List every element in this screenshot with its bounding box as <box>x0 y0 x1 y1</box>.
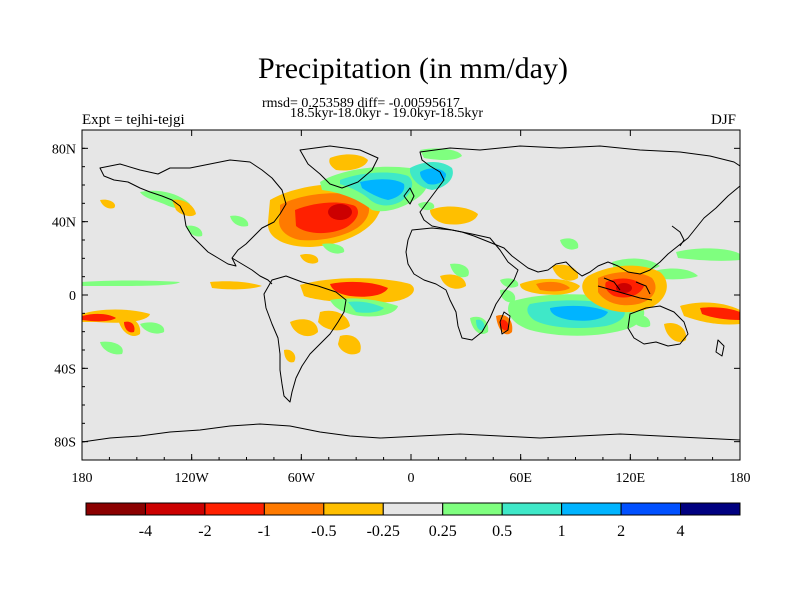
tropical-north-atlantic-wetting <box>322 243 345 254</box>
europe-drying <box>430 206 478 225</box>
se-pacific-wetting <box>100 341 123 355</box>
indian-ocean-north-drying-core <box>536 281 570 292</box>
y-tick-label: 40N <box>52 216 76 231</box>
y-tick-label: 80S <box>54 436 76 451</box>
x-tick-label: 120E <box>616 471 646 486</box>
coast-greenland <box>299 145 379 189</box>
ne-pacific-drying <box>172 199 196 217</box>
coast-australia <box>627 305 689 347</box>
colorbar-label: -0.5 <box>311 523 336 540</box>
north-atlantic-drying-peak <box>328 204 352 220</box>
x-tick-label: 0 <box>408 471 415 486</box>
coast-madagascar <box>499 311 511 335</box>
coast-central-america <box>231 257 273 285</box>
australia-wetting <box>630 314 651 328</box>
pacific-itcz-wetting <box>82 280 180 286</box>
east-pacific-drying <box>290 319 318 337</box>
experiment-label: Expt = tejhi-tejgi <box>82 112 185 128</box>
x-tick-label: 180 <box>730 471 751 486</box>
equatorial-atlantic-wetting-core <box>348 301 384 313</box>
colorbar-box <box>85 502 146 516</box>
coast-indonesia <box>597 277 653 301</box>
central-pacific-drying-core <box>82 313 116 322</box>
arctic-wetting <box>420 148 462 160</box>
madagascar-drying-core <box>500 319 509 331</box>
andes-drying <box>284 349 296 363</box>
colorbar-label: 0.5 <box>492 523 512 540</box>
colorbar-box <box>680 502 741 516</box>
colorbar-box <box>263 502 325 516</box>
latitude-axis: 80N 40N 0 40S 80S <box>52 129 740 461</box>
coast-new-zealand <box>715 339 725 357</box>
coast-antarctica <box>82 423 740 443</box>
australia-drying <box>664 322 687 343</box>
colorbar-box <box>204 502 265 516</box>
coast-africa <box>405 227 519 341</box>
colorbar-box <box>561 502 622 516</box>
coast-eurasia <box>419 145 740 277</box>
plot-subtitle-periods: 18.5kyr-18.0kyr - 19.0kyr-18.5kyr <box>290 106 484 121</box>
coast-uk <box>403 187 415 205</box>
central-asia-wetting <box>560 238 579 250</box>
europe-wetting <box>418 201 435 211</box>
south-pacific-drying-core <box>124 321 135 333</box>
colorbar: -4 -2 -1 -0.5 -0.25 0.25 0.5 1 2 4 <box>85 502 741 540</box>
north-pacific-drying <box>100 199 116 209</box>
colorbar-box <box>382 502 444 516</box>
colorbar-label: 2 <box>617 523 625 540</box>
colorbar-label: -2 <box>198 523 211 540</box>
anomaly-shading <box>82 148 740 363</box>
colorbar-box <box>442 502 503 516</box>
x-tick-label: 120W <box>175 471 210 486</box>
x-tick-label: 60W <box>288 471 316 486</box>
brazil-drying <box>338 334 361 355</box>
south-africa-wetting-core <box>476 319 485 331</box>
colorbar-box <box>144 502 206 516</box>
colorbar-label: 1 <box>558 523 566 540</box>
plot-subtitle-rmsd: rmsd= 0.253589 diff= -0.00595617 <box>262 96 460 111</box>
x-tick-label: 180 <box>72 471 93 486</box>
california-wetting <box>186 225 203 237</box>
iceland-drying <box>329 154 368 171</box>
colorbar-box <box>323 502 384 516</box>
equatorial-atlantic-drying-core <box>330 281 388 297</box>
plot-title: Precipitation (in mm/day) <box>258 52 568 85</box>
us-wetting <box>230 215 249 227</box>
longitude-axis: 180 120W 60W 0 60E 120E 180 <box>72 130 751 486</box>
tropical-north-atlantic-drying <box>300 253 319 264</box>
colorbar-label: 0.25 <box>429 523 457 540</box>
subtropical-pacific-wetting <box>676 248 740 261</box>
sw-pacific-drying-core <box>700 307 740 320</box>
indian-ocean-wetting-core <box>550 305 608 321</box>
maritime-continent-drying-peak <box>616 283 632 293</box>
coast-south-america <box>263 275 347 403</box>
pacific-itcz-drying <box>210 281 262 290</box>
south-pacific-wetting <box>140 322 165 334</box>
season-label: DJF <box>711 112 737 128</box>
y-tick-label: 40S <box>54 362 76 377</box>
west-africa-wetting <box>450 263 469 278</box>
y-tick-label: 80N <box>52 142 76 157</box>
colorbar-label: -1 <box>258 523 271 540</box>
x-tick-label: 60E <box>509 471 532 486</box>
subpolar-atlantic-wetting-core <box>360 179 405 200</box>
colorbar-box <box>501 502 563 516</box>
central-africa-drying <box>440 274 466 289</box>
colorbar-label: -4 <box>139 523 152 540</box>
colorbar-box <box>620 502 682 516</box>
nordic-seas-wetting-core <box>420 168 446 185</box>
colorbar-label: -0.25 <box>367 523 400 540</box>
coast-japan <box>671 225 685 247</box>
coast-north-america <box>99 159 287 267</box>
y-tick-label: 0 <box>69 289 76 304</box>
coastlines <box>82 145 740 443</box>
india-drying <box>552 264 579 281</box>
colorbar-label: 4 <box>677 523 685 540</box>
